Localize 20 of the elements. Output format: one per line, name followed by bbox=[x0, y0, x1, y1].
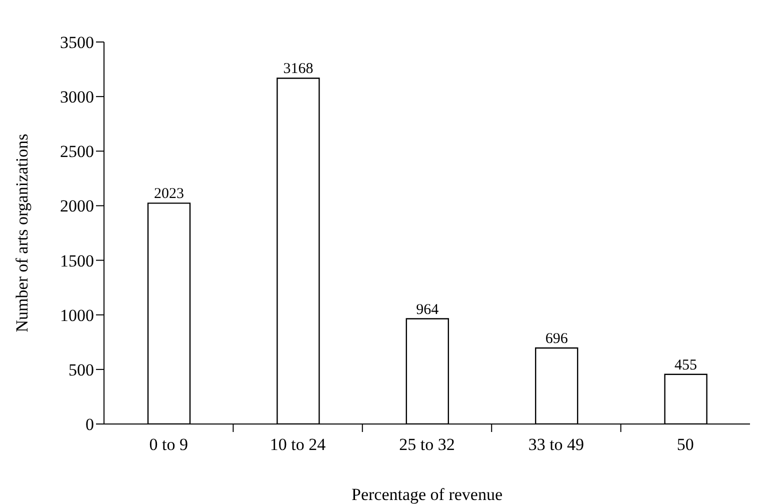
x-tick-label: 10 to 24 bbox=[270, 435, 326, 454]
y-tick-label: 2000 bbox=[60, 196, 94, 216]
data-label: 696 bbox=[545, 331, 568, 348]
y-tick-label: 2500 bbox=[60, 142, 94, 162]
y-tick-label: 500 bbox=[68, 360, 94, 380]
data-label: 964 bbox=[416, 302, 440, 318]
y-tick-label: 0 bbox=[86, 415, 94, 434]
data-label: 3168 bbox=[283, 61, 314, 78]
y-tick-label: 3000 bbox=[60, 88, 94, 107]
y-axis-title: Number of arts organizations bbox=[12, 134, 32, 332]
y-tick-label: 1000 bbox=[60, 306, 94, 325]
y-tick-label: 1500 bbox=[60, 251, 94, 270]
data-label: 2023 bbox=[154, 186, 184, 202]
y-tick-label: 3500 bbox=[60, 33, 94, 52]
x-tick-label: 0 to 9 bbox=[149, 435, 188, 454]
x-tick-label: 50 bbox=[676, 435, 694, 454]
data-label: 455 bbox=[674, 357, 698, 374]
x-axis-title: Percentage of revenue bbox=[351, 485, 503, 504]
x-tick-label: 25 to 32 bbox=[399, 435, 455, 454]
x-tick-label: 33 to 49 bbox=[528, 435, 584, 454]
